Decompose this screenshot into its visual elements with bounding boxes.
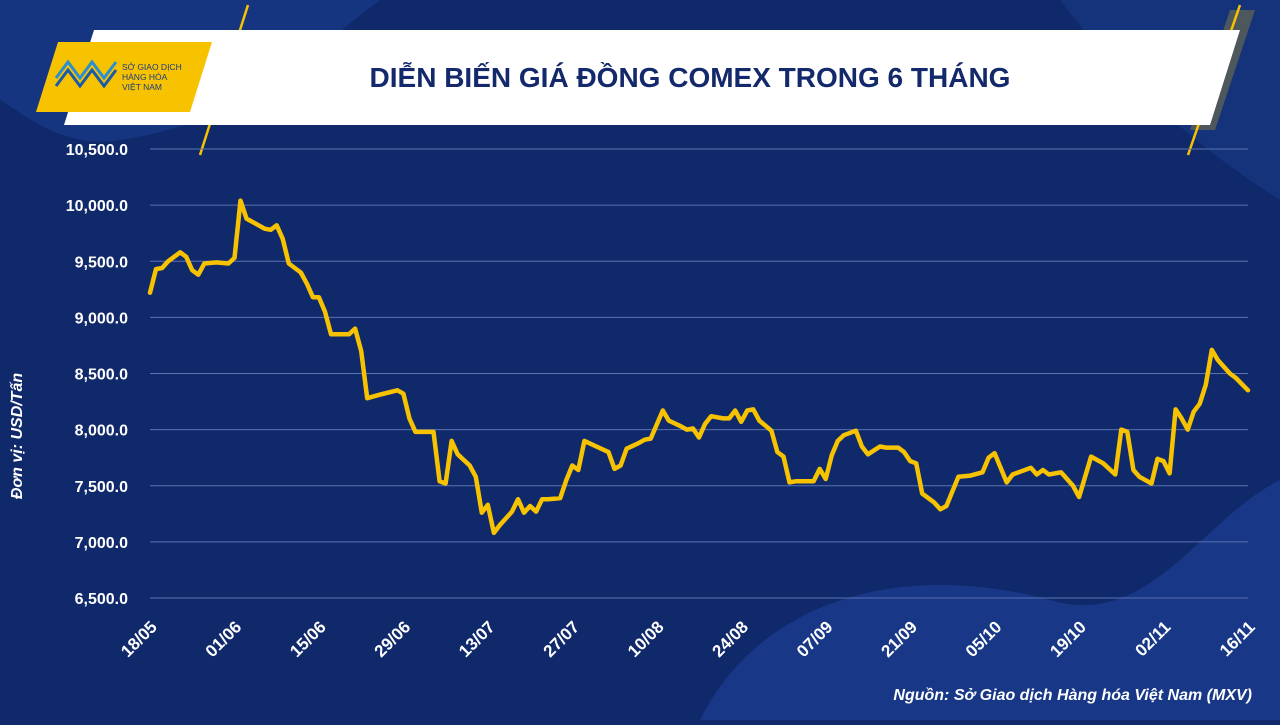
y-tick-label: 9,000.0 (75, 310, 128, 327)
y-tick-label: 8,000.0 (75, 423, 128, 440)
x-tick-label: 01/06 (202, 617, 246, 661)
y-axis-label: Đơn vị: USD/Tấn (9, 373, 26, 500)
y-tick-label: 7,500.0 (75, 479, 128, 496)
x-tick-label: 18/05 (117, 617, 161, 661)
x-tick-label: 24/08 (709, 617, 753, 661)
x-tick-label: 27/07 (540, 617, 584, 661)
x-tick-label: 29/06 (371, 617, 415, 661)
title-banner (64, 30, 1240, 125)
y-tick-label: 6,500.0 (75, 591, 128, 608)
logo-text: VIỆT NAM (122, 82, 162, 92)
x-tick-label: 15/06 (286, 617, 330, 661)
y-tick-label: 9,500.0 (75, 254, 128, 271)
logo-icon (54, 59, 118, 89)
chart-title: DIỄN BIẾN GIÁ ĐỒNG COMEX TRONG 6 THÁNG (370, 62, 1011, 93)
source-note: Nguồn: Sở Giao dịch Hàng hóa Việt Nam (M… (893, 687, 1252, 704)
y-tick-label: 10,000.0 (66, 198, 128, 215)
price-line (147, 198, 1251, 536)
y-tick-label: 7,000.0 (75, 535, 128, 552)
x-tick-label: 10/08 (624, 617, 668, 661)
logo-box (36, 42, 212, 112)
x-tick-label: 13/07 (455, 617, 499, 661)
logo-text: HÀNG HÓA (122, 72, 168, 82)
y-tick-label: 8,500.0 (75, 367, 128, 384)
y-tick-label: 10,500.0 (66, 142, 128, 159)
logo-text: SỞ GIAO DỊCH (122, 61, 182, 72)
